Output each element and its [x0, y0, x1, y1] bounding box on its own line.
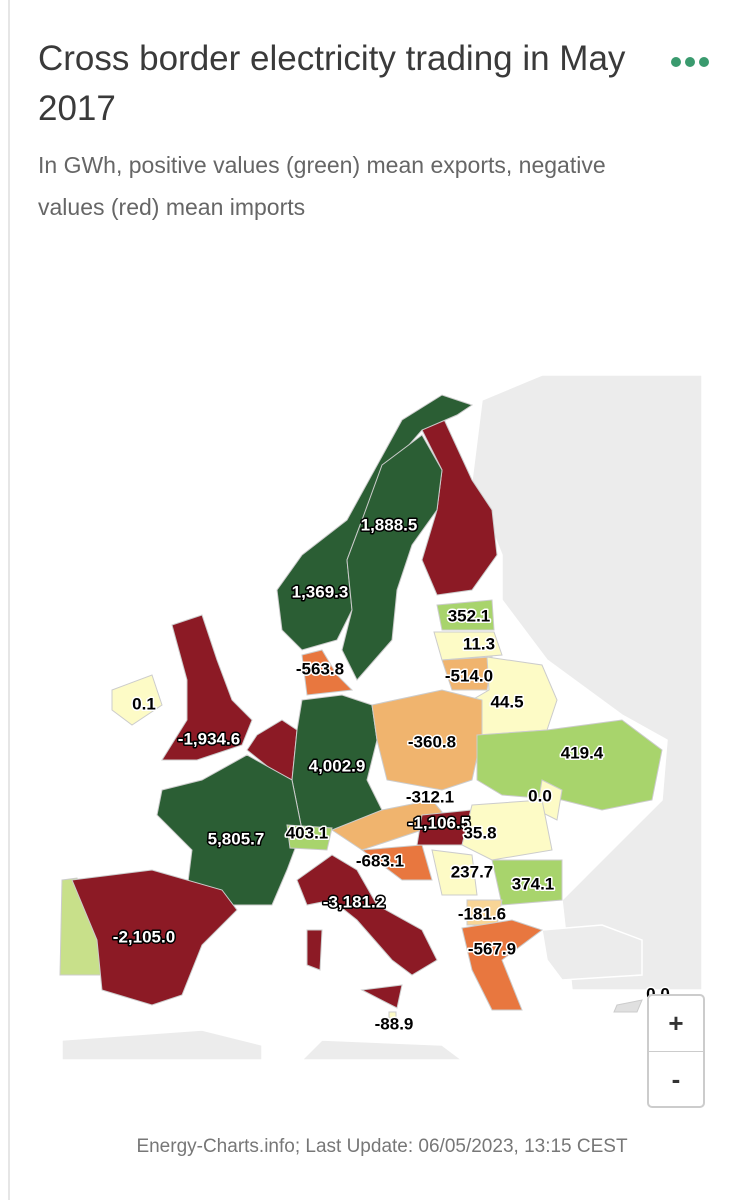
- region-value-label: 403.1: [286, 823, 329, 842]
- region-value-label: 419.4: [561, 743, 604, 762]
- region: [161, 614, 253, 761]
- region: [388, 1011, 397, 1019]
- region-value-label: 44.5: [490, 692, 523, 711]
- region: [341, 434, 443, 681]
- background-land: [61, 924, 643, 1061]
- region-value-label: -683.1: [356, 851, 404, 870]
- region: [491, 859, 563, 906]
- region: [296, 854, 438, 1009]
- map: 1,369.3 1,888.5 352.1 11.3 -514.0 44.5 -563.8 0…: [59, 374, 703, 1061]
- region-value-label: -2,105.0: [113, 927, 175, 946]
- region-value-label: 1,888.5: [361, 515, 418, 534]
- region-value-label: -514.0: [445, 666, 493, 685]
- region: [71, 869, 238, 1006]
- region: [286, 824, 333, 851]
- region: [433, 631, 503, 661]
- region: [461, 919, 544, 1011]
- region-value-label: -312.1: [406, 787, 454, 806]
- zoom-control: + -: [647, 994, 705, 1108]
- region: [476, 719, 663, 811]
- region-value-label: -1,934.6: [178, 729, 240, 748]
- region: [431, 849, 478, 896]
- zoom-out-button[interactable]: -: [649, 1051, 703, 1107]
- region-value-label: 5,805.7: [208, 829, 265, 848]
- region-value-label: 35.8: [463, 823, 496, 842]
- region-value-label: -1,106.5: [408, 813, 470, 832]
- region-value-label: 237.7: [451, 862, 494, 881]
- card: Cross border electricity trading in May …: [8, 0, 752, 1200]
- footer: Energy-Charts.info; Last Update: 06/05/2…: [136, 1136, 628, 1157]
- zoom-in-button[interactable]: +: [668, 1008, 684, 1038]
- region-value-label: 1,369.3: [292, 582, 349, 601]
- region: [111, 674, 163, 726]
- region-value-label: -360.8: [408, 732, 456, 751]
- region-value-label: -3,181.2: [323, 892, 385, 911]
- region-value-label: 374.1: [512, 874, 555, 893]
- region-value-label: -181.6: [458, 904, 506, 923]
- region-value-label: 352.1: [448, 606, 491, 625]
- subtitle: In GWh, positive values (green) mean exp…: [38, 152, 606, 220]
- region: [360, 844, 433, 881]
- region: [461, 799, 553, 861]
- region-value-label: -88.9: [375, 1014, 414, 1033]
- region-value-label: -563.8: [296, 659, 344, 678]
- region: [156, 754, 303, 906]
- region: [441, 656, 493, 691]
- region-value-label: 11.3: [463, 634, 495, 653]
- region: [436, 599, 495, 631]
- region-value-label: -567.9: [468, 939, 516, 958]
- region: [613, 999, 643, 1013]
- region: [371, 689, 483, 791]
- region-value-label: 0.1: [132, 694, 156, 713]
- region-value-label: 4,002.9: [309, 756, 366, 775]
- region-value-label: 0.0: [528, 786, 552, 805]
- title: Cross border electricity trading in May …: [38, 39, 626, 128]
- region: [301, 649, 354, 696]
- menu-button[interactable]: [670, 54, 714, 70]
